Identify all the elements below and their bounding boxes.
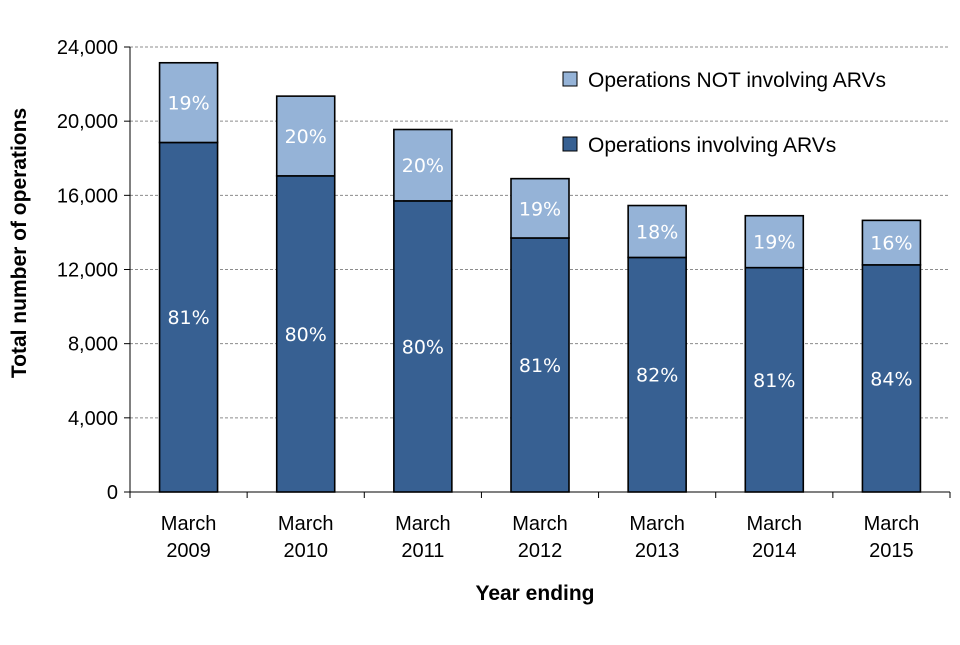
bars (158, 61, 922, 493)
data-label: 16% (870, 233, 912, 255)
data-label: 81% (167, 307, 209, 329)
bar-segment-not-arv (861, 219, 922, 266)
bar-segment-arv (158, 141, 219, 493)
x-tick-label: 2014 (752, 540, 797, 562)
data-label: 20% (285, 126, 327, 148)
x-axis-title: Year ending (475, 582, 594, 605)
bar-segment-arv (861, 264, 922, 493)
data-label: 80% (402, 336, 444, 358)
bar-segment-arv (744, 266, 805, 493)
x-tick-label: 2013 (635, 540, 680, 562)
bar-segment-not-arv (158, 61, 219, 144)
y-tick-label: 20,000 (57, 111, 118, 133)
data-label: 19% (753, 232, 795, 254)
x-tick-label: 2012 (518, 540, 563, 562)
bar-segment-not-arv (275, 95, 336, 177)
y-tick-label: 24,000 (57, 37, 118, 59)
x-tick-label: March (629, 513, 685, 535)
bar-segment-not-arv (744, 214, 805, 269)
legend-label: Operations NOT involving ARVs (588, 69, 886, 92)
x-tick-label: 2009 (166, 540, 211, 562)
x-tick-label: 2015 (869, 540, 914, 562)
x-tick-label: March (864, 513, 920, 535)
legend-label: Operations involving ARVs (588, 134, 836, 157)
data-label: 84% (870, 368, 912, 390)
x-tick-label: March (278, 513, 334, 535)
x-tick-label: 2010 (283, 540, 328, 562)
data-label: 80% (285, 324, 327, 346)
x-tick-label: March (395, 513, 451, 535)
x-tick-label: 2011 (401, 540, 444, 562)
legend-swatch (562, 136, 578, 152)
x-tick-label: March (746, 513, 802, 535)
data-label: 20% (402, 155, 444, 177)
bar-segment-not-arv (393, 128, 453, 202)
x-tick-label: March (512, 513, 568, 535)
y-tick-label: 0 (107, 482, 118, 504)
bar-segment-arv (510, 237, 570, 493)
legend-swatch (562, 71, 578, 87)
bar-segment-arv (627, 256, 687, 493)
data-label: 82% (636, 365, 678, 387)
data-label: 19% (167, 93, 209, 115)
y-tick-label: 12,000 (57, 260, 118, 282)
data-label: 81% (519, 355, 561, 377)
data-label: 19% (519, 198, 561, 220)
bar-segment-not-arv (627, 204, 687, 259)
bar-segment-arv (393, 200, 453, 493)
legend: Operations NOT involving ARVs Operations … (562, 69, 886, 157)
data-label: 81% (753, 370, 795, 392)
bar-segment-arv (275, 175, 336, 493)
y-tick-label: 4,000 (68, 408, 118, 430)
bar-segment-not-arv (510, 177, 570, 239)
y-tick-label: 16,000 (57, 185, 118, 207)
y-tick-label: 8,000 (68, 334, 118, 356)
y-axis-title: Total number of operations (8, 108, 31, 378)
data-labels: 81% 19% 80% 20% 80% 20% 81% 19% 82% 18% 81% 19% 84% 1… (167, 93, 912, 392)
data-label: 18% (636, 221, 678, 243)
x-tick-label: March (161, 513, 217, 535)
